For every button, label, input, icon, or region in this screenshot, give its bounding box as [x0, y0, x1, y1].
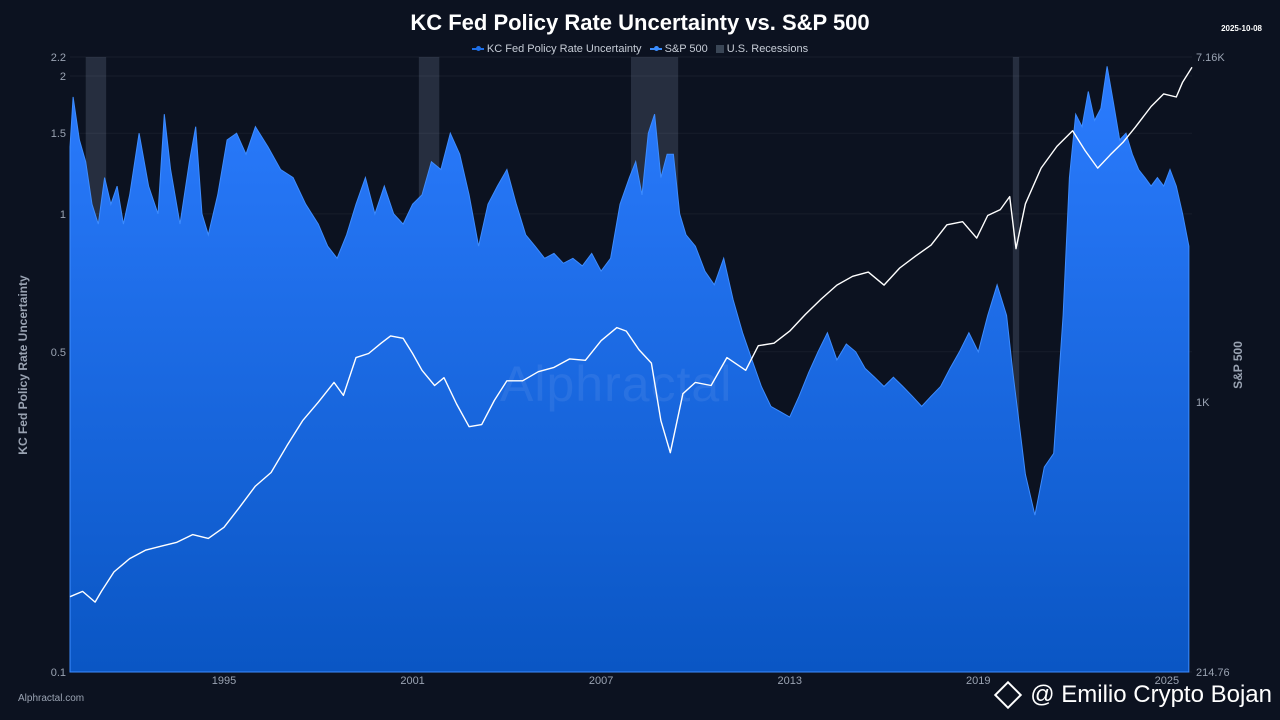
- x-tick-label-1: 2001: [400, 675, 424, 687]
- legend-swatch-recessions: [715, 45, 724, 53]
- author-tag: @ Emilio Crypto Bojan: [994, 680, 1272, 710]
- y-left-tick-label-3: 1.5: [51, 128, 66, 140]
- legend-item-uncertainty[interactable]: KC Fed Policy Rate Uncertainty: [471, 43, 642, 55]
- y-left-tick-label-1: 0.5: [51, 347, 66, 359]
- y-left-tick-label-4: 2: [60, 71, 66, 83]
- legend-swatch-uncertainty: [471, 46, 484, 51]
- y-right-tick-label-0: 214.76: [1196, 667, 1230, 679]
- chart-title: KC Fed Policy Rate Uncertainty vs. S&P 5…: [410, 10, 870, 35]
- legend-item-sp500[interactable]: S&P 500: [649, 43, 708, 55]
- legend-label-sp500: S&P 500: [664, 43, 708, 55]
- uncertainty-area-series: [69, 66, 1190, 673]
- y-right-tick-label-2: 7.16K: [1196, 52, 1225, 64]
- x-tick-label-3: 2013: [777, 675, 801, 687]
- sp500-line-series: [69, 66, 1193, 603]
- y-left-tick-label-0: 0.1: [51, 667, 66, 679]
- axes: 0.1 0.5 1 1.5 2 2.2 214.76 1K 7.16K 1995 2001 2007 2…: [51, 52, 1230, 687]
- legend-item-recessions[interactable]: U.S. Recessions: [715, 43, 809, 55]
- watermark: Alphractal: [500, 356, 733, 412]
- x-tick-label-5: 2025: [1155, 675, 1179, 687]
- y-axis-left-title: KC Fed Policy Rate Uncertainty: [16, 275, 30, 455]
- credit-text: Alphractal.com: [18, 693, 85, 704]
- date-label: 2025-10-08: [1221, 24, 1262, 33]
- uncertainty-area: [69, 66, 1190, 673]
- legend: KC Fed Policy Rate Uncertainty S&P 500 U…: [0, 43, 1280, 55]
- recession-band-3: [1012, 57, 1020, 672]
- author-name: @ Emilio Crypto Bojan: [1030, 681, 1272, 708]
- legend-label-uncertainty: KC Fed Policy Rate Uncertainty: [486, 43, 642, 55]
- y-left-tick-label-5: 2.2: [51, 52, 66, 64]
- y-left-tick-label-2: 1: [60, 209, 66, 221]
- binance-diamond-icon: [994, 680, 1023, 710]
- legend-label-recessions: U.S. Recessions: [726, 43, 809, 55]
- x-tick-label-0: 1995: [212, 675, 236, 687]
- x-tick-label-2: 2007: [589, 675, 613, 687]
- x-tick-label-4: 2019: [966, 675, 990, 687]
- y-right-tick-label-1: 1K: [1196, 397, 1210, 409]
- legend-swatch-sp500: [649, 46, 662, 51]
- y-axis-right-title: S&P 500: [1231, 341, 1245, 389]
- sp500-line: [69, 66, 1193, 603]
